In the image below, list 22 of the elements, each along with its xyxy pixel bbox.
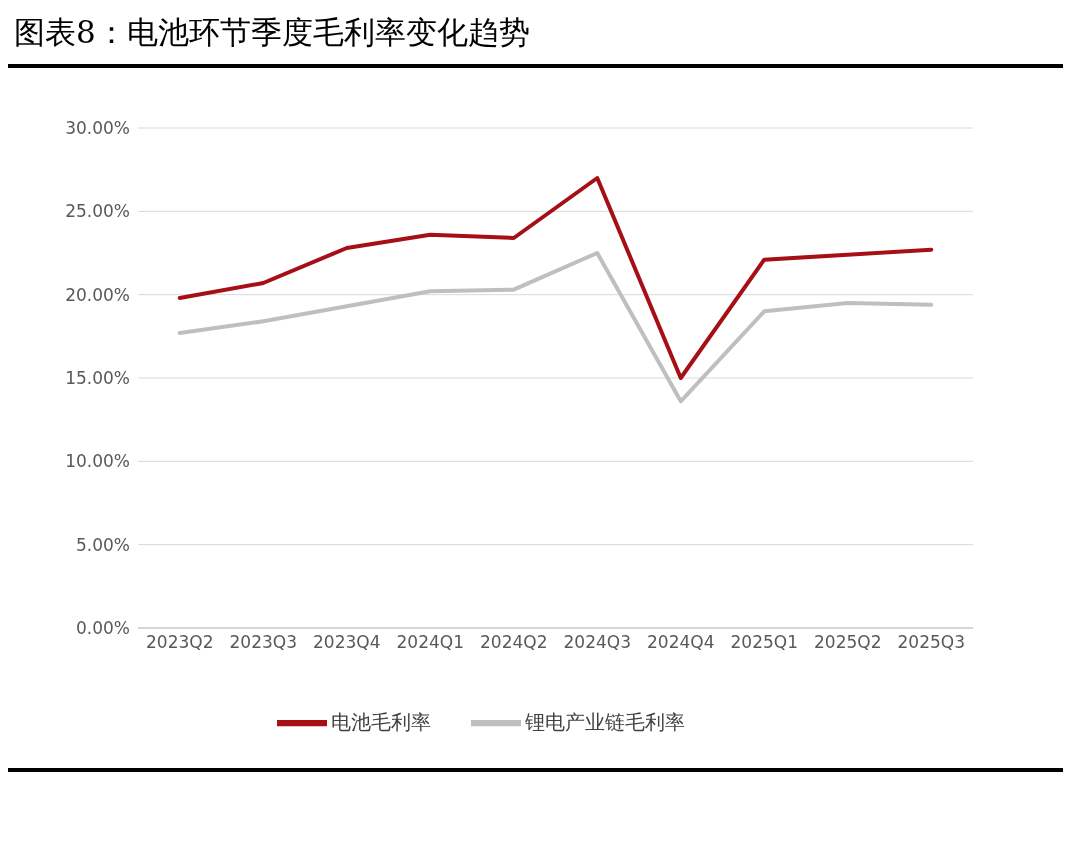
line-series (177, 176, 934, 380)
line-series (177, 251, 934, 404)
x-tick-label: 2024Q1 (396, 632, 464, 653)
y-tick-label: 10.00% (65, 451, 130, 472)
chart-title: 图表8：电池环节季度毛利率变化趋势 (8, 8, 1063, 68)
legend-label: 电池毛利率 (330, 709, 431, 734)
x-tick-label: 2023Q3 (229, 632, 297, 653)
x-tick-label: 2025Q1 (730, 632, 798, 653)
y-tick-label: 0.00% (75, 618, 130, 639)
y-tick-label: 20.00% (65, 284, 130, 305)
y-tick-label: 5.00% (75, 534, 130, 555)
y-tick-label: 30.00% (65, 118, 130, 139)
y-tick-label: 15.00% (65, 368, 130, 389)
x-tick-label: 2024Q3 (563, 632, 631, 653)
legend-label: 锂电产业链毛利率 (524, 709, 685, 734)
y-tick-label: 25.00% (65, 201, 130, 222)
x-tick-label: 2024Q2 (480, 632, 548, 653)
x-tick-label: 2025Q3 (897, 632, 965, 653)
x-tick-label: 2025Q2 (814, 632, 882, 653)
x-tick-label: 2023Q4 (313, 632, 381, 653)
x-tick-label: 2023Q2 (146, 632, 214, 653)
x-tick-label: 2024Q4 (647, 632, 715, 653)
